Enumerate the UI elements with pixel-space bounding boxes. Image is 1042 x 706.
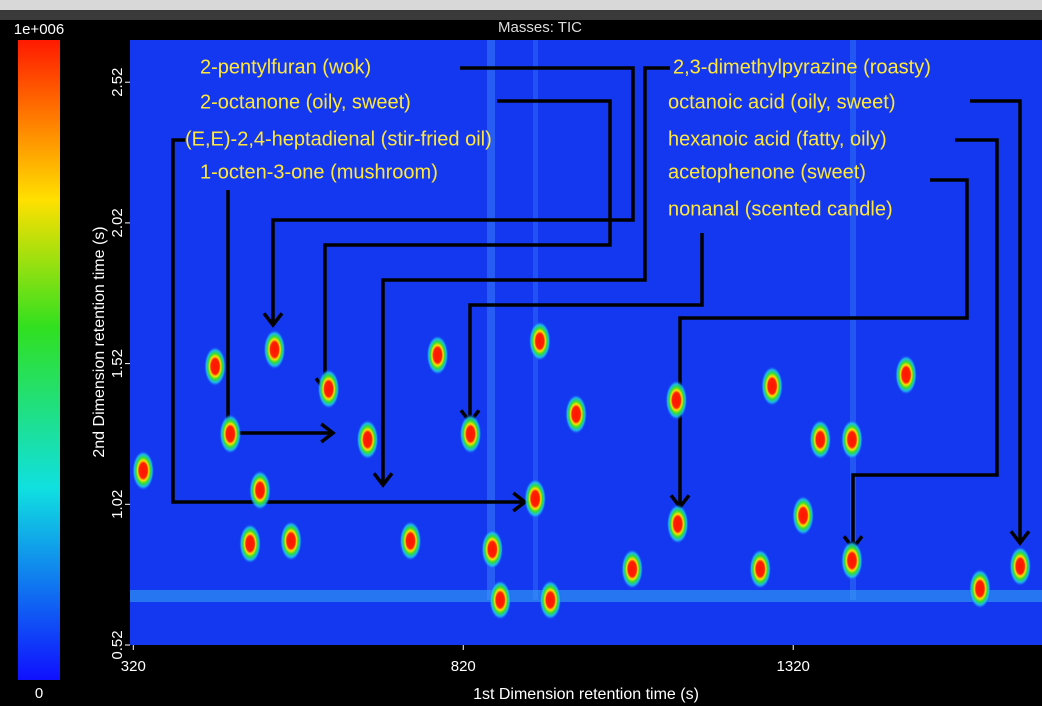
peak (489, 579, 512, 620)
peak (761, 366, 784, 407)
arrow-line (323, 99, 612, 390)
streak (533, 40, 538, 600)
peak (204, 346, 227, 387)
peak (399, 520, 422, 561)
arrow-line (381, 66, 670, 485)
y-axis-label: 2nd Dimension retention time (s) (91, 226, 108, 457)
colorbar-label: 0 (35, 685, 43, 702)
streak (850, 40, 856, 600)
annotation: octanoic acid (oily, sweet) (668, 91, 896, 113)
peak (840, 419, 863, 460)
peak (749, 549, 772, 590)
arrow-head (372, 472, 394, 488)
peak (621, 549, 644, 590)
annotation: 2-octanone (oily, sweet) (200, 91, 411, 113)
y-tick-label: 0.52 (109, 630, 126, 659)
annotation: 1-octen-3-one (mushroom) (200, 161, 438, 183)
arrows (171, 66, 1031, 551)
colorbar (18, 40, 60, 680)
chart-title: Masses: TIC (498, 19, 582, 36)
peak (792, 495, 815, 536)
peak (356, 419, 379, 460)
peak (565, 394, 588, 435)
x-tick-label: 320 (121, 658, 146, 675)
peak (263, 329, 286, 370)
peak (809, 419, 832, 460)
streak (487, 40, 495, 600)
peak (528, 321, 551, 362)
arrow-head (1009, 530, 1031, 546)
annotation: nonanal (scented candle) (668, 198, 893, 220)
arrow-head (320, 422, 336, 444)
arrow-head (262, 312, 284, 328)
arrow-line (171, 138, 525, 504)
peak (1009, 546, 1032, 587)
peak (895, 354, 918, 395)
peak (840, 540, 863, 581)
annotation: 2,3-dimethylpyrazine (roasty) (673, 56, 931, 78)
x-tick-label: 1320 (777, 658, 810, 675)
annotation: 2-pentylfuran (wok) (200, 56, 371, 78)
x-axis-label: 1st Dimension retention time (s) (473, 686, 699, 703)
annotation: acetophenone (sweet) (668, 161, 866, 183)
peak (666, 504, 689, 544)
baseline-band (130, 590, 1042, 602)
y-tick-label: 1.52 (109, 349, 126, 378)
annotation: (E,E)-2,4-heptadienal (stir-fried oil) (185, 128, 492, 150)
peak (132, 450, 155, 491)
peak (524, 478, 547, 519)
peak (426, 335, 449, 376)
title-bar (0, 10, 1042, 20)
arrow-line (678, 178, 969, 507)
peak (219, 413, 242, 454)
peak (317, 368, 340, 409)
y-tick-label: 1.02 (109, 490, 126, 519)
top-strip (0, 0, 1042, 10)
y-tick-label: 2.52 (109, 68, 126, 97)
peak (459, 413, 482, 454)
colorbar-label: 1e+006 (14, 21, 64, 38)
peak (239, 523, 262, 564)
arrow-line (468, 233, 704, 422)
peak (539, 579, 562, 620)
x-tick-label: 820 (451, 658, 476, 675)
arrow-line (851, 138, 999, 548)
peak (968, 568, 991, 609)
peak (665, 380, 688, 421)
arrow-line (970, 99, 1022, 543)
peak (249, 470, 272, 511)
y-tick-label: 2.02 (109, 208, 126, 237)
annotation: hexanoic acid (fatty, oily) (668, 128, 887, 150)
peak (481, 529, 504, 570)
peak (280, 520, 303, 561)
arrow-line (271, 66, 635, 325)
